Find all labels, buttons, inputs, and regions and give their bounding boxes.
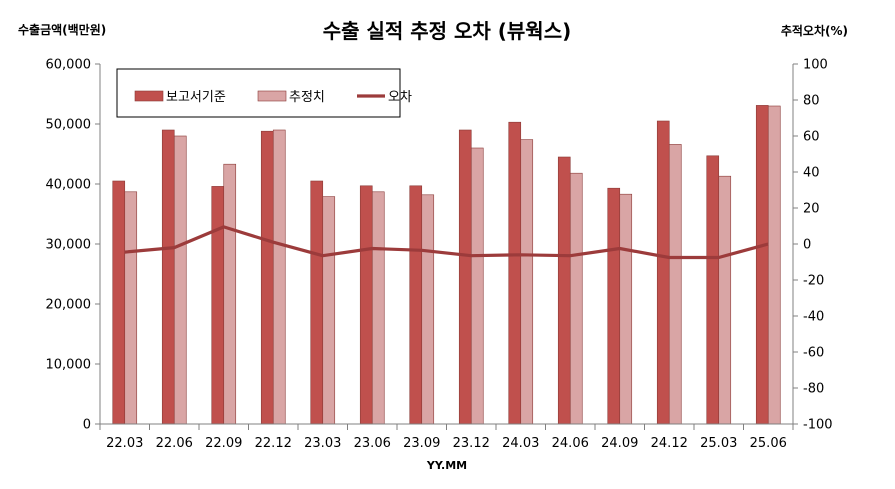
bar-estimate-23.12 — [470, 147, 484, 425]
x-tick-label: 24.06 — [552, 436, 589, 451]
bar-report-24.12 — [656, 120, 670, 425]
y-axis-label: 수출금액(백만원) — [18, 22, 106, 37]
bar-report-22.06 — [161, 129, 175, 425]
y-tick-label: 20,000 — [46, 298, 92, 313]
x-tick-label: 25.06 — [750, 436, 787, 451]
bar-report-24.03 — [508, 121, 522, 425]
bar-estimate-22.09 — [223, 163, 237, 425]
legend-swatch-0 — [134, 90, 164, 102]
y-tick-label: 50,000 — [46, 118, 92, 133]
legend-swatch-1 — [257, 90, 287, 102]
bar-estimate-22.06 — [173, 135, 187, 425]
x-tick-label: 25.03 — [700, 436, 737, 451]
bar-report-23.03 — [310, 180, 324, 425]
y2-tick-label: -80 — [803, 382, 824, 397]
x-tick-label: 22.03 — [106, 436, 143, 451]
bar-estimate-22.12 — [272, 129, 286, 425]
x-tick-label: 22.12 — [255, 436, 292, 451]
y2-tick-label: 40 — [803, 166, 820, 181]
y2-tick-label: -100 — [803, 418, 833, 433]
bar-estimate-24.06 — [569, 172, 583, 425]
bar-report-22.12 — [260, 130, 274, 425]
x-tick-label: 24.03 — [502, 436, 539, 451]
y-tick-label: 40,000 — [46, 178, 92, 193]
bar-estimate-23.09 — [421, 194, 435, 425]
x-tick-label: 22.06 — [156, 436, 193, 451]
x-tick-label: 23.06 — [354, 436, 391, 451]
bar-report-23.06 — [359, 185, 373, 425]
bar-report-24.06 — [557, 156, 571, 425]
y2-tick-label: 80 — [803, 94, 820, 109]
y2-tick-label: 20 — [803, 202, 820, 217]
y2-axis-label: 추적오차(%) — [781, 23, 848, 38]
y2-tick-label: 60 — [803, 130, 820, 145]
y2-tick-label: 100 — [803, 58, 828, 73]
legend-box — [116, 68, 401, 118]
bar-report-25.03 — [706, 155, 720, 425]
bar-report-22.03 — [112, 180, 126, 425]
x-tick-label: 24.12 — [651, 436, 688, 451]
y2-tick-label: -20 — [803, 274, 824, 289]
y-tick-label: 0 — [83, 418, 91, 433]
bar-report-23.09 — [409, 185, 423, 425]
bar-estimate-23.06 — [371, 191, 385, 425]
bar-report-25.06 — [755, 105, 769, 425]
bar-report-22.09 — [211, 186, 225, 425]
bar-report-24.09 — [607, 187, 621, 425]
x-tick-label: 22.09 — [205, 436, 242, 451]
error-line — [124, 225, 769, 260]
y2-tick-label: -40 — [803, 310, 824, 325]
bar-estimate-25.03 — [718, 175, 732, 425]
bar-estimate-23.03 — [322, 196, 336, 425]
legend-label-0: 보고서기준 — [166, 90, 226, 105]
bar-report-23.12 — [458, 129, 472, 425]
x-tick-label: 23.03 — [304, 436, 341, 451]
bar-estimate-24.12 — [668, 144, 682, 425]
legend-label-line: 오차 — [388, 90, 412, 105]
y-tick-label: 60,000 — [46, 58, 92, 73]
y2-tick-label: 0 — [803, 238, 811, 253]
x-tick-label: 23.09 — [403, 436, 440, 451]
x-axis-label: YY.MM — [426, 459, 467, 472]
y-tick-label: 30,000 — [46, 238, 92, 253]
x-tick-label: 23.12 — [453, 436, 490, 451]
y-tick-label: 10,000 — [46, 358, 92, 373]
chart-title: 수출 실적 추정 오차 (뷰웍스) — [323, 19, 572, 43]
bar-estimate-24.03 — [520, 139, 534, 425]
plot-area: 0 10,000 20,000 30,000 40,000 50,000 60,000 -10… — [46, 58, 833, 452]
bar-estimate-22.03 — [124, 191, 138, 425]
y2-tick-label: -60 — [803, 346, 824, 361]
legend-label-1: 추정치 — [289, 90, 325, 105]
bar-estimate-25.06 — [767, 105, 781, 425]
x-tick-label: 24.09 — [601, 436, 638, 451]
bar-estimate-24.09 — [619, 193, 633, 425]
